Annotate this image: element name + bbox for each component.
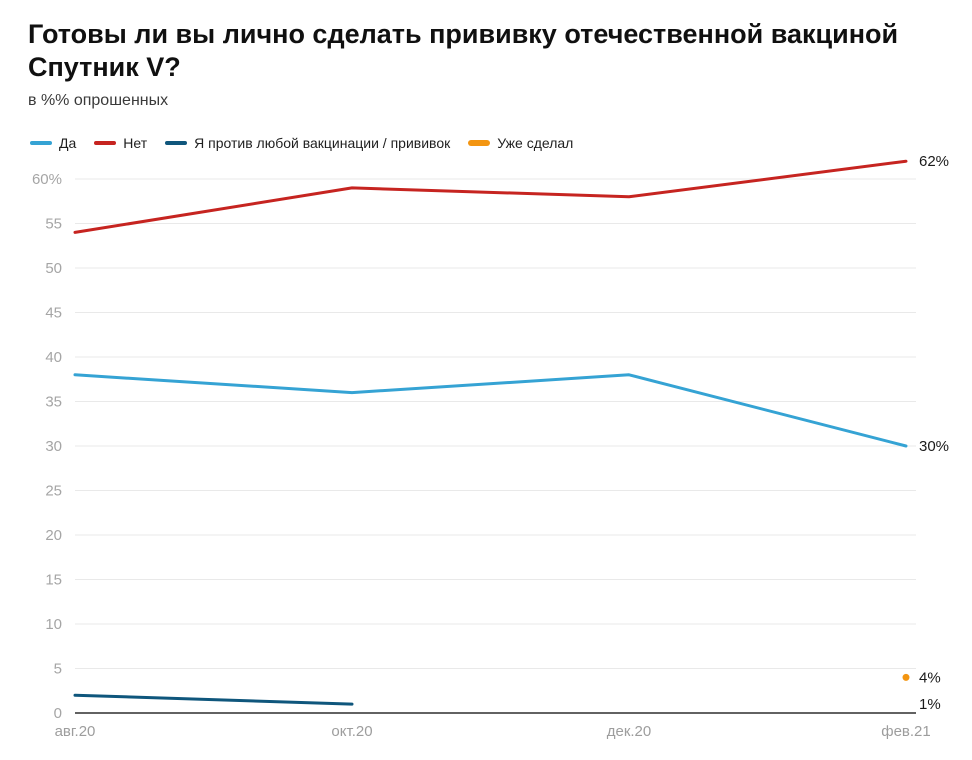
y-tick-label: 55 xyxy=(45,216,62,233)
legend: Да Нет Я против любой вакцинации / прививо… xyxy=(30,135,573,151)
series-line xyxy=(73,159,908,234)
y-tick-label: 5 xyxy=(54,661,62,678)
y-tick-label: 30 xyxy=(45,438,62,455)
series-line xyxy=(73,693,354,706)
legend-item-label: Уже сделал xyxy=(497,135,574,151)
legend-item-1: Нет xyxy=(94,135,147,151)
series-end-label: 1% xyxy=(919,696,941,713)
series-end-label: 30% xyxy=(919,438,949,455)
series-end-label: 4% xyxy=(919,669,941,686)
data-point xyxy=(902,673,910,681)
series-end-label: 62% xyxy=(919,153,949,170)
y-tick-label: 20 xyxy=(45,527,62,544)
x-tick-label: фев.21 xyxy=(881,723,931,740)
y-tick-label: 45 xyxy=(45,305,62,322)
y-tick-label: 60% xyxy=(32,171,62,188)
legend-item-0: Да xyxy=(30,135,76,151)
legend-swatch-icon xyxy=(468,140,491,146)
y-tick-label: 40 xyxy=(45,349,62,366)
legend-swatch-icon xyxy=(30,141,52,145)
y-tick-label: 15 xyxy=(45,572,62,589)
legend-swatch-icon xyxy=(165,141,188,145)
plot-area: 0 5 10 15 20 25 30 35 40 45 50 55 60% авг.20 окт.20 дек… xyxy=(32,153,949,740)
chart-subtitle: в %% опрошенных xyxy=(28,92,169,109)
y-tick-label: 25 xyxy=(45,483,62,500)
y-tick-label: 10 xyxy=(45,616,62,633)
legend-item-2: Я против любой вакцинации / прививок xyxy=(165,135,450,151)
y-tick-label: 35 xyxy=(45,394,62,411)
legend-item-label: Да xyxy=(59,135,77,151)
legend-swatch-icon xyxy=(94,141,117,145)
legend-item-label: Нет xyxy=(123,135,148,151)
legend-item-3: Уже сделал xyxy=(468,135,573,151)
x-tick-label: авг.20 xyxy=(55,723,96,740)
series-line xyxy=(73,373,908,448)
legend-item-label: Я против любой вакцинации / прививок xyxy=(194,135,451,151)
y-tick-label: 0 xyxy=(54,705,62,722)
x-tick-label: окт.20 xyxy=(331,723,372,740)
chart-title: Готовы ли вы лично сделать прививку отеч… xyxy=(28,19,899,82)
x-tick-label: дек.20 xyxy=(607,723,652,740)
y-tick-label: 50 xyxy=(45,260,62,277)
